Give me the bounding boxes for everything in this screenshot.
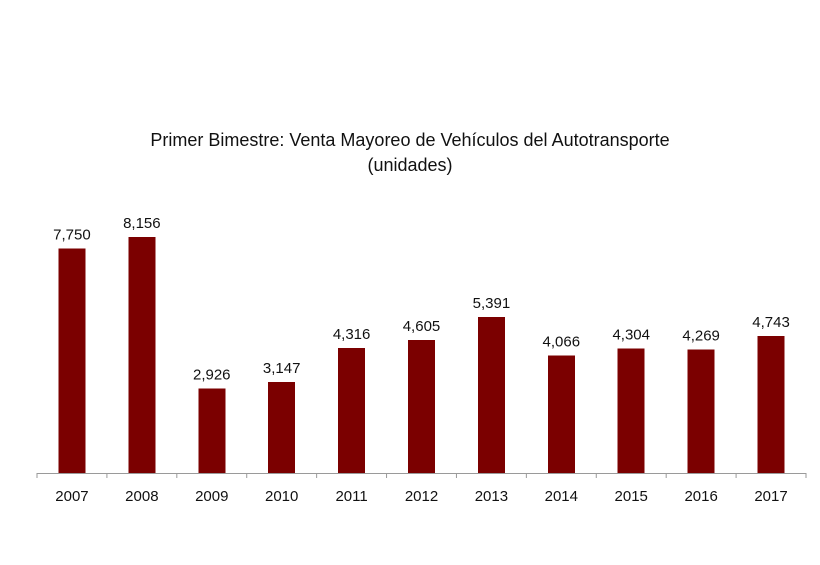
bar-2010	[268, 381, 296, 473]
chart-title: Primer Bimestre: Venta Mayoreo de Vehícu…	[150, 130, 670, 150]
data-label-2015: 4,304	[612, 326, 650, 343]
x-tick-label-2014: 2014	[545, 488, 578, 505]
bar-2012	[408, 339, 435, 473]
bar-2008	[128, 237, 156, 473]
bar-2016	[687, 349, 715, 473]
bar-2007	[58, 248, 86, 473]
data-label-2010: 3,147	[263, 360, 301, 377]
x-tick-label-2017: 2017	[754, 488, 787, 505]
bar-2013	[477, 317, 505, 473]
chart-subtitle: (unidades)	[367, 155, 453, 175]
x-tick-label-2010: 2010	[265, 488, 298, 505]
bar-2014	[547, 355, 575, 473]
x-tick-label-2016: 2016	[684, 488, 717, 505]
data-label-2009: 2,926	[193, 366, 231, 383]
x-tick-label-2013: 2013	[475, 488, 508, 505]
data-label-2007: 7,750	[53, 227, 91, 244]
data-label-2014: 4,066	[543, 333, 581, 350]
data-label-2016: 4,269	[682, 327, 720, 344]
bar-2009	[198, 388, 226, 473]
data-label-2012: 4,605	[403, 318, 441, 335]
bar-2015	[617, 348, 645, 473]
x-tick-label-2015: 2015	[615, 488, 648, 505]
bar-2017	[757, 335, 785, 473]
x-tick-label-2007: 2007	[55, 488, 88, 505]
x-tick-label-2009: 2009	[195, 488, 228, 505]
data-label-2011: 4,316	[333, 326, 371, 343]
data-label-2017: 4,743	[752, 314, 790, 331]
x-tick-label-2008: 2008	[125, 488, 158, 505]
x-tick-label-2011: 2011	[335, 488, 367, 505]
data-label-2008: 8,156	[123, 215, 161, 232]
x-tick-label-2012: 2012	[405, 488, 438, 505]
bar-2011	[338, 348, 366, 473]
data-label-2013: 5,391	[473, 295, 511, 312]
